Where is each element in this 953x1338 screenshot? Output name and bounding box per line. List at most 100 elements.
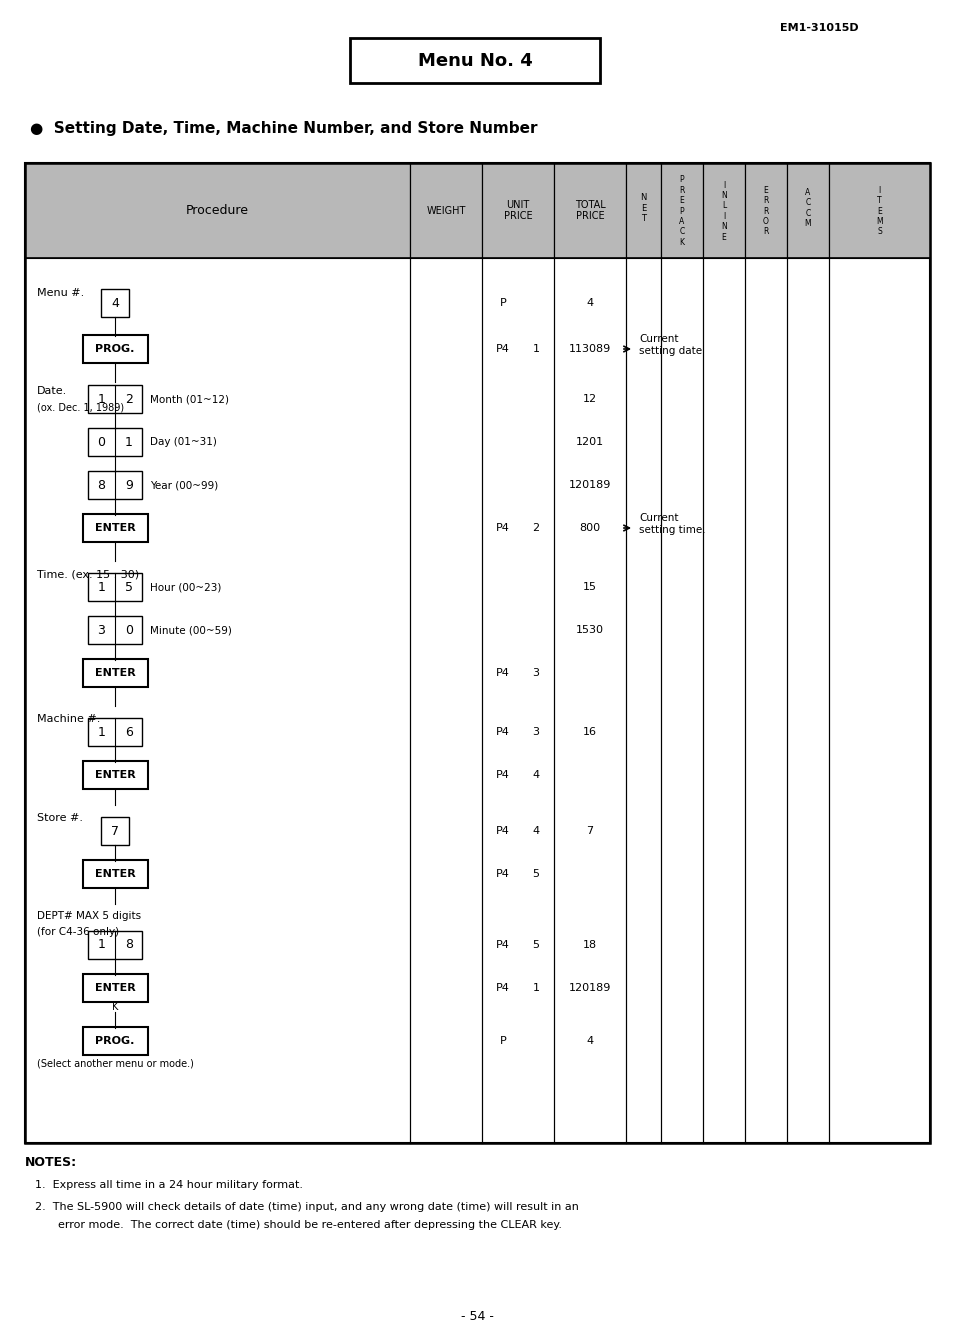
Text: ENTER: ENTER — [94, 983, 135, 993]
Text: N
E
T: N E T — [639, 193, 646, 223]
FancyBboxPatch shape — [88, 573, 142, 601]
Text: 9: 9 — [125, 479, 132, 491]
Text: 4: 4 — [532, 769, 539, 780]
FancyBboxPatch shape — [554, 163, 625, 258]
FancyBboxPatch shape — [88, 471, 142, 499]
Text: EM1-31015D: EM1-31015D — [780, 23, 858, 33]
FancyBboxPatch shape — [25, 163, 929, 1143]
Text: Minute (00~59): Minute (00~59) — [150, 625, 232, 636]
FancyBboxPatch shape — [481, 163, 554, 258]
Text: 2: 2 — [532, 523, 539, 533]
Text: 1: 1 — [97, 581, 105, 594]
Text: 5: 5 — [532, 868, 539, 879]
Text: NOTES:: NOTES: — [25, 1156, 77, 1169]
Text: 1: 1 — [532, 344, 539, 355]
Text: ●  Setting Date, Time, Machine Number, and Store Number: ● Setting Date, Time, Machine Number, an… — [30, 120, 537, 135]
Text: 1201: 1201 — [576, 438, 603, 447]
Text: 12: 12 — [582, 393, 597, 404]
Text: P4: P4 — [496, 826, 510, 836]
Text: I
N
L
I
N
E: I N L I N E — [720, 181, 726, 241]
FancyBboxPatch shape — [786, 163, 828, 258]
FancyBboxPatch shape — [88, 931, 142, 959]
Text: 1: 1 — [97, 392, 105, 405]
Text: 15: 15 — [582, 582, 597, 591]
Text: (for C4-36 only): (for C4-36 only) — [37, 927, 119, 937]
Text: ENTER: ENTER — [94, 769, 135, 780]
FancyBboxPatch shape — [25, 163, 410, 258]
Text: ENTER: ENTER — [94, 523, 135, 533]
Text: Menu No. 4: Menu No. 4 — [417, 51, 532, 70]
FancyBboxPatch shape — [82, 1028, 148, 1054]
Text: error mode.  The correct date (time) should be re-entered after depressing the C: error mode. The correct date (time) shou… — [58, 1220, 561, 1230]
FancyBboxPatch shape — [82, 761, 148, 789]
Text: 4: 4 — [532, 826, 539, 836]
Text: 120189: 120189 — [568, 983, 611, 993]
FancyBboxPatch shape — [702, 163, 744, 258]
FancyBboxPatch shape — [625, 163, 660, 258]
Text: K: K — [112, 1002, 118, 1012]
Text: P4: P4 — [496, 523, 510, 533]
Text: P4: P4 — [496, 344, 510, 355]
FancyBboxPatch shape — [828, 163, 929, 258]
Text: 2: 2 — [125, 392, 132, 405]
Text: P4: P4 — [496, 983, 510, 993]
Text: TOTAL
PRICE: TOTAL PRICE — [574, 199, 605, 221]
Text: 18: 18 — [582, 941, 597, 950]
Text: UNIT
PRICE: UNIT PRICE — [503, 199, 532, 221]
FancyBboxPatch shape — [660, 163, 702, 258]
FancyBboxPatch shape — [82, 860, 148, 888]
Text: 3: 3 — [532, 668, 539, 678]
Text: Hour (00~23): Hour (00~23) — [150, 582, 221, 591]
Text: 1: 1 — [97, 938, 105, 951]
Text: P4: P4 — [496, 769, 510, 780]
Text: E
R
R
O
R: E R R O R — [762, 186, 768, 237]
FancyBboxPatch shape — [82, 334, 148, 363]
Text: 0: 0 — [125, 624, 132, 637]
Text: 800: 800 — [578, 523, 600, 533]
Text: 1: 1 — [125, 435, 132, 448]
Text: Date.: Date. — [37, 385, 67, 396]
FancyBboxPatch shape — [82, 514, 148, 542]
FancyBboxPatch shape — [350, 37, 599, 83]
Text: WEIGHT: WEIGHT — [426, 206, 465, 215]
Text: Year (00~99): Year (00~99) — [150, 480, 218, 490]
Text: Month (01~12): Month (01~12) — [150, 393, 229, 404]
Text: 3: 3 — [532, 727, 539, 737]
Text: 1: 1 — [532, 983, 539, 993]
Text: Current
setting time.: Current setting time. — [639, 514, 705, 535]
Text: P4: P4 — [496, 941, 510, 950]
Text: P4: P4 — [496, 727, 510, 737]
Text: ENTER: ENTER — [94, 668, 135, 678]
FancyBboxPatch shape — [410, 163, 481, 258]
Text: 1: 1 — [97, 725, 105, 739]
Text: A
C
C
M: A C C M — [803, 187, 810, 227]
Text: P
R
E
P
A
C
K: P R E P A C K — [679, 175, 684, 246]
Text: 5: 5 — [125, 581, 132, 594]
Text: 7: 7 — [586, 826, 593, 836]
Text: 5: 5 — [532, 941, 539, 950]
Text: Machine #.: Machine #. — [37, 714, 100, 724]
Text: ENTER: ENTER — [94, 868, 135, 879]
Text: 8: 8 — [125, 938, 132, 951]
Text: Day (01~31): Day (01~31) — [150, 438, 216, 447]
Text: 2.  The SL-5900 will check details of date (time) input, and any wrong date (tim: 2. The SL-5900 will check details of dat… — [35, 1202, 578, 1212]
Text: 113089: 113089 — [568, 344, 611, 355]
FancyBboxPatch shape — [88, 428, 142, 456]
Text: P: P — [499, 1036, 506, 1046]
Text: (ox. Dec. 1, 1989): (ox. Dec. 1, 1989) — [37, 401, 124, 412]
FancyBboxPatch shape — [88, 385, 142, 413]
FancyBboxPatch shape — [101, 818, 129, 846]
Text: 8: 8 — [97, 479, 105, 491]
Text: Current
setting date: Current setting date — [639, 334, 701, 356]
Text: 1.  Express all time in a 24 hour military format.: 1. Express all time in a 24 hour militar… — [35, 1180, 303, 1189]
Text: PROG.: PROG. — [95, 1036, 134, 1046]
Text: 1530: 1530 — [576, 625, 603, 636]
Text: DEPT# MAX 5 digits: DEPT# MAX 5 digits — [37, 911, 141, 921]
Text: 4: 4 — [586, 298, 593, 308]
Text: Menu #.: Menu #. — [37, 288, 84, 298]
FancyBboxPatch shape — [82, 660, 148, 686]
Text: 0: 0 — [97, 435, 105, 448]
Text: I
T
E
M
S: I T E M S — [875, 186, 882, 237]
Text: PROG.: PROG. — [95, 344, 134, 355]
Text: Procedure: Procedure — [186, 203, 249, 217]
